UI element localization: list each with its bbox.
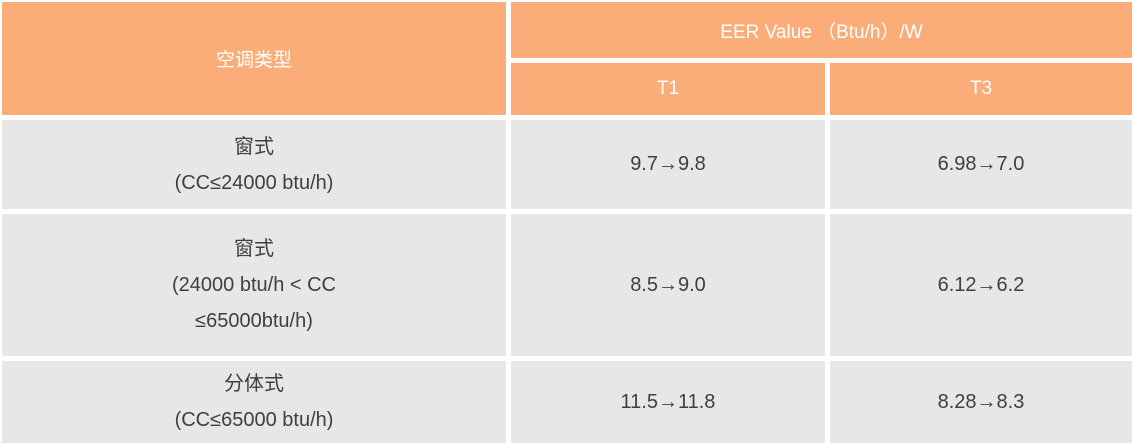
type-line: 窗式 bbox=[234, 238, 274, 260]
header-t3: T3 bbox=[830, 63, 1132, 115]
header-ac-type: 空调类型 bbox=[2, 2, 506, 115]
value-t1-row1: 9.7→9.8 bbox=[511, 120, 825, 209]
header-t1: T1 bbox=[511, 63, 825, 115]
value-t1-row2: 8.5→9.0 bbox=[511, 214, 825, 356]
value-t3-row1: 6.98→7.0 bbox=[830, 120, 1132, 209]
header-eer-value: EER Value （Btu/h）/W bbox=[511, 2, 1132, 58]
row-type-window-large: 窗式 (24000 btu/h < CC ≤65000btu/h) bbox=[2, 214, 506, 356]
type-line: ≤65000btu/h) bbox=[195, 310, 313, 332]
type-line: 窗式 bbox=[234, 135, 274, 158]
value-t3-row2: 6.12→6.2 bbox=[830, 214, 1132, 356]
row-type-window-small: 窗式 (CC≤24000 btu/h) bbox=[2, 120, 506, 209]
row-type-split: 分体式 (CC≤65000 btu/h) bbox=[2, 361, 506, 443]
type-line: (CC≤65000 btu/h) bbox=[174, 409, 334, 431]
type-line: 分体式 bbox=[224, 373, 284, 395]
type-line: (CC≤24000 btu/h) bbox=[174, 171, 334, 194]
value-t1-row3: 11.5→11.8 bbox=[511, 361, 825, 443]
type-line: (24000 btu/h < CC bbox=[172, 274, 336, 296]
value-t3-row3: 8.28→8.3 bbox=[830, 361, 1132, 443]
